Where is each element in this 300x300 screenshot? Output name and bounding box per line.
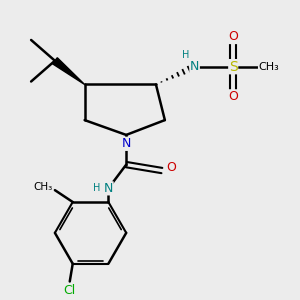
Text: CH₃: CH₃ bbox=[259, 62, 279, 72]
Text: CH₃: CH₃ bbox=[33, 182, 52, 192]
Text: O: O bbox=[228, 31, 238, 44]
Text: O: O bbox=[166, 161, 176, 174]
Text: H: H bbox=[182, 50, 189, 60]
Text: S: S bbox=[229, 60, 238, 74]
Text: N: N bbox=[122, 137, 131, 150]
Text: Cl: Cl bbox=[64, 284, 76, 297]
Text: H: H bbox=[93, 183, 100, 193]
Text: N: N bbox=[104, 182, 113, 195]
Text: O: O bbox=[228, 90, 238, 103]
Text: N: N bbox=[190, 60, 199, 73]
Polygon shape bbox=[52, 58, 85, 85]
